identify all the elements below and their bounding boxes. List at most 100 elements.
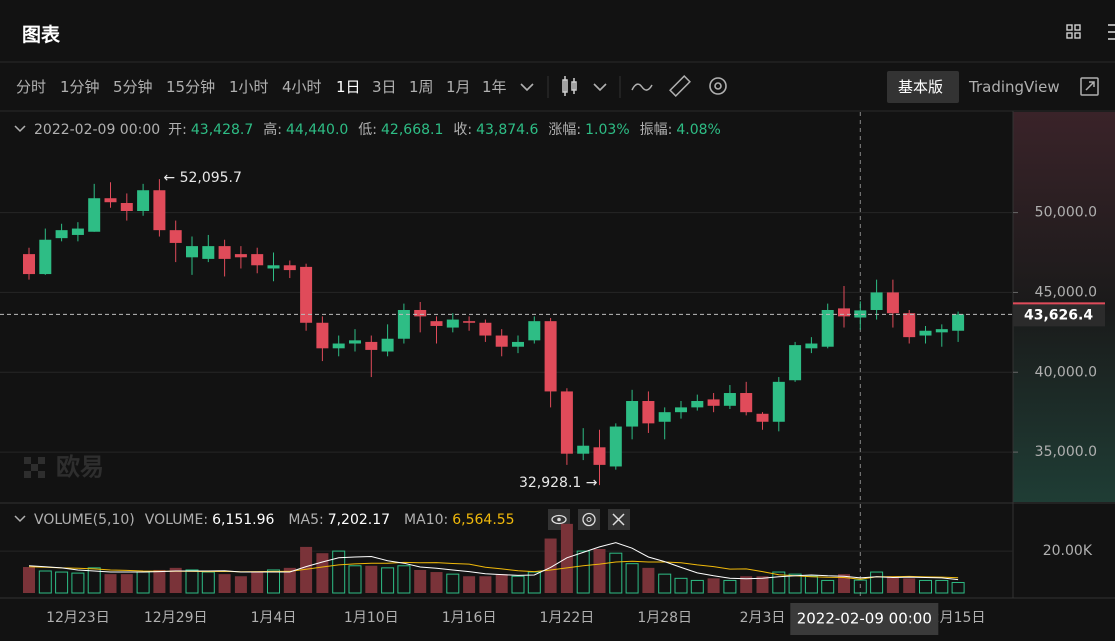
volume-bar <box>348 565 362 594</box>
ruler-icon[interactable] <box>669 75 691 97</box>
interval-button[interactable]: 1年 <box>482 78 507 96</box>
candle-body <box>886 292 899 314</box>
volume-bar <box>756 576 769 593</box>
candle-body <box>772 381 785 422</box>
candle-body <box>381 338 394 352</box>
candle-body <box>55 230 68 239</box>
interval-button[interactable]: 1日 <box>336 78 361 96</box>
candle-body <box>691 401 704 408</box>
x-tick-label: 1月16日 <box>442 610 497 626</box>
candle-body <box>560 391 573 454</box>
candle-body <box>479 322 492 336</box>
candle-body <box>218 246 231 259</box>
settings-icon[interactable] <box>578 509 600 530</box>
info-label: 振幅: <box>639 122 673 138</box>
candle-body <box>414 309 427 317</box>
volume-bar <box>234 576 247 593</box>
interval-button[interactable]: 5分钟 <box>113 78 153 96</box>
volume-bar <box>55 571 69 594</box>
candle-body <box>349 340 361 344</box>
y-tick-label: 50,000.0 <box>1035 205 1097 221</box>
candle-body <box>854 310 867 318</box>
candle-icon[interactable] <box>562 76 577 96</box>
basic-button-bg[interactable] <box>887 71 959 103</box>
tradingview-button[interactable]: TradingView <box>969 78 1060 96</box>
interval-button[interactable]: 4小时 <box>282 78 322 96</box>
interval-button[interactable]: 3日 <box>372 78 397 96</box>
candle-body <box>821 309 834 347</box>
candle-body <box>919 330 932 336</box>
interval-button[interactable]: 1小时 <box>229 78 269 96</box>
volume-bar <box>332 550 346 594</box>
page-title: 图表 <box>22 24 61 46</box>
candle-body <box>430 321 443 326</box>
volume-tick-label: 20.00K <box>1043 543 1093 559</box>
volume-bar <box>723 579 737 594</box>
candle-body <box>463 321 476 323</box>
candle-body <box>23 254 35 275</box>
volume-bar <box>853 579 867 594</box>
volume-legend-label: VOLUME: <box>144 512 209 528</box>
interval-button[interactable]: 15分钟 <box>166 78 216 96</box>
x-tick-label: 2月3日 <box>740 610 786 626</box>
fullscreen-icon[interactable] <box>1080 77 1099 96</box>
interval-button[interactable]: 1分钟 <box>60 78 100 96</box>
volume-legend-label: MA5: <box>288 512 324 528</box>
volume-bar <box>593 549 606 593</box>
collapse-icon[interactable] <box>14 515 26 523</box>
volume-bar <box>544 538 557 593</box>
volume-bar <box>153 569 166 593</box>
info-value: 42,668.1 <box>381 122 444 138</box>
close-icon[interactable] <box>608 509 630 530</box>
volume-bar <box>267 569 280 594</box>
volume-bar <box>511 575 525 594</box>
volume-bar <box>935 579 949 594</box>
candle-body <box>332 343 345 349</box>
candle-body <box>202 246 215 259</box>
line-icon[interactable] <box>631 83 653 91</box>
candle-body <box>39 239 52 275</box>
volume-bar <box>446 573 460 594</box>
candle-body <box>234 254 247 258</box>
ohlc-info: 2022-02-09 00:00 开: 43,428.7 高: 44,440.0 低: 42… <box>14 120 735 140</box>
volume-bar <box>951 582 965 594</box>
interval-button[interactable]: 分时 <box>16 78 47 96</box>
x-tick-label: 1月10日 <box>344 610 399 626</box>
interval-button[interactable]: 1月 <box>446 78 471 96</box>
collapse-icon[interactable] <box>14 125 26 133</box>
candle-body <box>707 399 720 406</box>
candle-body <box>251 254 264 266</box>
volume-bar <box>772 571 786 594</box>
info-label: 低: <box>358 122 378 138</box>
candles <box>23 179 965 594</box>
volume-bar <box>251 572 264 593</box>
candle-body <box>740 393 753 413</box>
settings-icon[interactable] <box>709 77 727 95</box>
volume-bar <box>185 569 199 594</box>
candle-body <box>495 335 508 347</box>
candle-body <box>169 230 182 243</box>
layout-icon[interactable] <box>1066 24 1081 39</box>
x-tick-label: 2月15日 <box>931 610 986 626</box>
candle-body <box>642 401 655 424</box>
volume-bar <box>886 576 899 593</box>
menu-icon[interactable] <box>1108 24 1115 40</box>
volume-bar <box>903 578 916 593</box>
volume-bar <box>381 567 395 594</box>
volume-bar <box>658 573 672 594</box>
candle-body <box>626 401 639 427</box>
info-label: 涨幅: <box>548 122 582 138</box>
volume-bar <box>87 567 101 594</box>
x-tick-label: 1月4日 <box>251 610 297 626</box>
last-price-label: 43,626.4 <box>1024 307 1093 323</box>
volume-legend-value: 7,202.17 <box>327 512 391 528</box>
last-price-marker <box>1013 302 1105 305</box>
interval-button[interactable]: 1周 <box>409 78 434 96</box>
volume-bar <box>104 574 117 593</box>
volume-bar <box>414 569 427 593</box>
x-tick-label: 1月28日 <box>637 610 692 626</box>
chevron-icon[interactable] <box>520 83 534 92</box>
basic-button[interactable]: 基本版 <box>898 78 944 96</box>
chevron-icon[interactable] <box>593 83 607 92</box>
